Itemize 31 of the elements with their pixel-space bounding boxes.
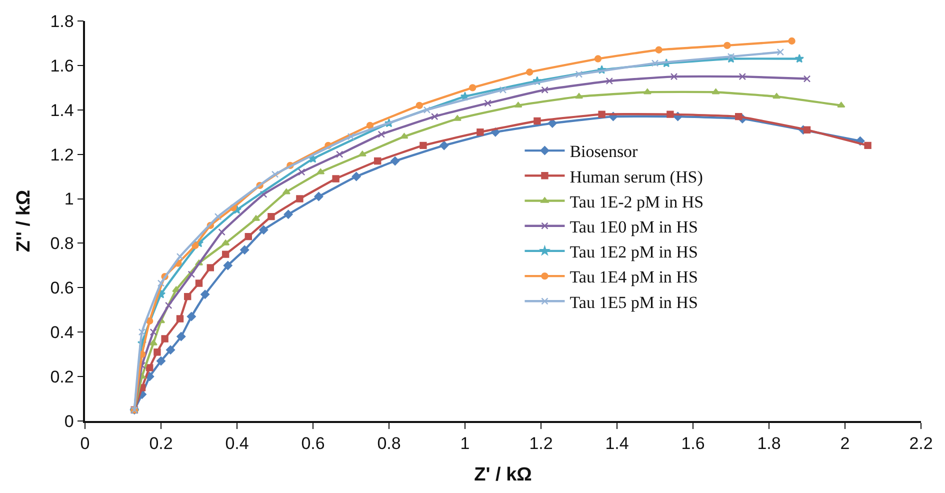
y-tick-label: 1.6 [50, 56, 74, 76]
x-tick-label: 1 [460, 434, 470, 454]
y-tick-label: 1.4 [50, 100, 74, 120]
y-tick-label: 1.8 [50, 12, 74, 31]
legend-label: Human serum (HS) [570, 167, 703, 186]
legend-label: Biosensor [570, 142, 638, 162]
legend-label: Tau 1E-2 pM in HS [570, 192, 704, 212]
y-tick-label: 1 [64, 190, 74, 209]
y-tick-label: 0.4 [50, 323, 74, 342]
legend-label: Tau 1E2 pM in HS [570, 242, 698, 262]
y-tick-label: 0.8 [50, 234, 74, 254]
x-tick-label: 0 [80, 434, 90, 454]
y-tick-label: 0.2 [50, 368, 74, 387]
x-tick-label: 2.2 [909, 434, 933, 454]
x-tick-label: 0.8 [377, 434, 401, 454]
y-tick-label: 1.2 [50, 145, 74, 164]
x-tick-label: 0.4 [225, 434, 249, 454]
x-axis-title: Z' / kΩ [474, 464, 532, 486]
y-tick-label: 0.6 [50, 278, 74, 298]
x-tick-label: 0.2 [149, 434, 173, 454]
legend-label: Tau 1E5 pM in HS [570, 292, 698, 312]
x-tick-label: 0.6 [301, 434, 325, 454]
y-tick-label: 0 [64, 412, 74, 431]
x-tick-label: 1.2 [529, 434, 553, 454]
x-tick-label: 1.6 [681, 434, 705, 454]
x-tick-label: 1.8 [757, 434, 781, 454]
y-axis-title: Z'' / kΩ [14, 190, 35, 252]
x-tick-label: 2 [840, 434, 850, 454]
legend-label: Tau 1E0 pM in HS [570, 217, 698, 236]
x-tick-label: 1.4 [605, 434, 629, 454]
legend-label: Tau 1E4 pM in HS [570, 268, 698, 287]
